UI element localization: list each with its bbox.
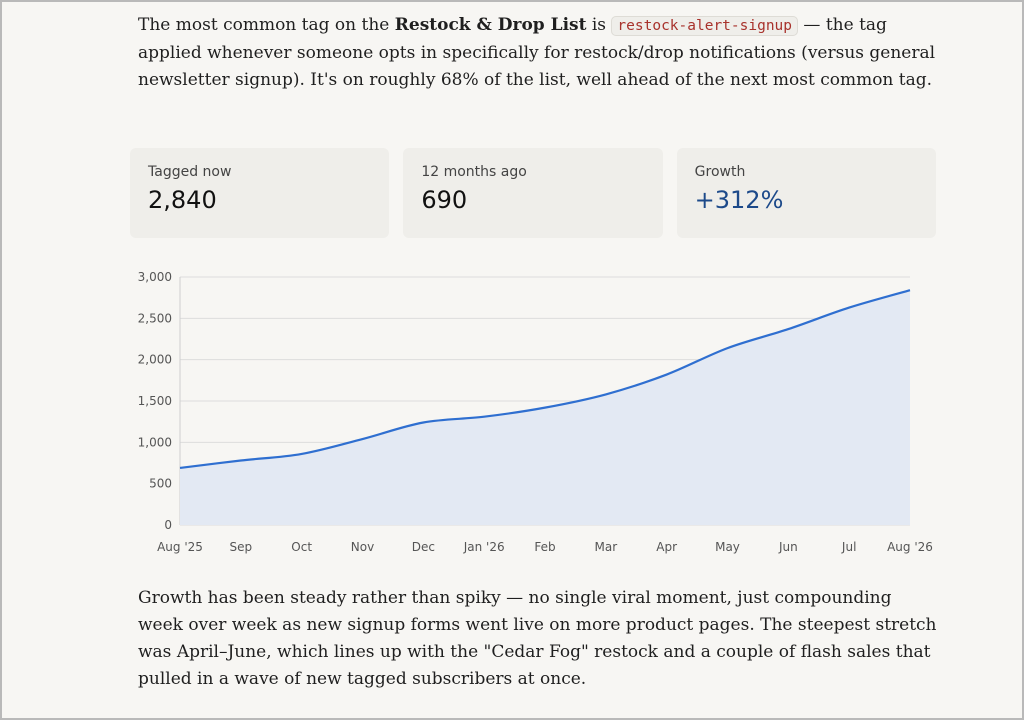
y-tick-label: 3,000 xyxy=(138,270,172,284)
closing-section: Growth has been steady rather than spiky… xyxy=(138,585,938,693)
intro-prefix: The most common tag on the xyxy=(138,15,395,35)
intro-is: is xyxy=(586,15,612,35)
stat-card-12-months-ago: 12 months ago 690 xyxy=(403,148,663,238)
y-tick-label: 500 xyxy=(149,477,172,491)
x-tick-label: Nov xyxy=(351,540,374,554)
tag-code: restock-alert-signup xyxy=(611,16,799,36)
intro-section: The most common tag on the Restock & Dro… xyxy=(138,12,938,94)
stat-value: 2,840 xyxy=(148,186,217,214)
x-tick-label: Feb xyxy=(534,540,555,554)
stat-value: 690 xyxy=(421,186,468,214)
x-tick-label: Jun xyxy=(778,540,798,554)
x-tick-label: Sep xyxy=(230,540,253,554)
x-tick-label: Jul xyxy=(841,540,856,554)
list-name: Restock & Drop List xyxy=(394,15,587,35)
x-tick-label: Mar xyxy=(595,540,618,554)
intro-suffix: — the tag applied whenever someone opts … xyxy=(138,15,936,90)
y-tick-label: 2,500 xyxy=(138,311,172,325)
y-tick-label: 0 xyxy=(164,518,172,532)
intro-paragraph: The most common tag on the Restock & Dro… xyxy=(138,12,938,94)
stat-card-growth: Growth +312% xyxy=(676,148,936,238)
stat-card-tagged-now: Tagged now 2,840 xyxy=(130,148,390,238)
series-line xyxy=(179,289,911,470)
x-tick-label: Aug '26 xyxy=(887,540,933,554)
stat-value: +312% xyxy=(694,186,784,214)
y-tick-label: 1,000 xyxy=(138,435,172,449)
x-tick-label: Jan '26 xyxy=(463,540,505,554)
y-tick-label: 2,000 xyxy=(138,353,172,367)
y-tick-label: 1,500 xyxy=(138,394,172,408)
stats-row: Tagged now 2,840 12 months ago 690 Growt… xyxy=(130,148,936,238)
x-tick-label: Oct xyxy=(291,540,312,554)
stat-label: 12 months ago xyxy=(421,164,527,180)
x-tick-label: May xyxy=(715,540,740,554)
growth-area-chart: 0 500 1,000 1,500 2,000 2,500 3,000 Aug '25 Sep O… xyxy=(138,270,933,554)
closing-paragraph: Growth has been steady rather than spiky… xyxy=(138,588,937,689)
x-tick-label: Aug '25 xyxy=(157,540,203,554)
x-tick-label: Dec xyxy=(412,540,435,554)
stat-label: Growth xyxy=(694,164,746,180)
stat-label: Tagged now xyxy=(148,164,232,180)
x-tick-label: Apr xyxy=(656,540,677,554)
